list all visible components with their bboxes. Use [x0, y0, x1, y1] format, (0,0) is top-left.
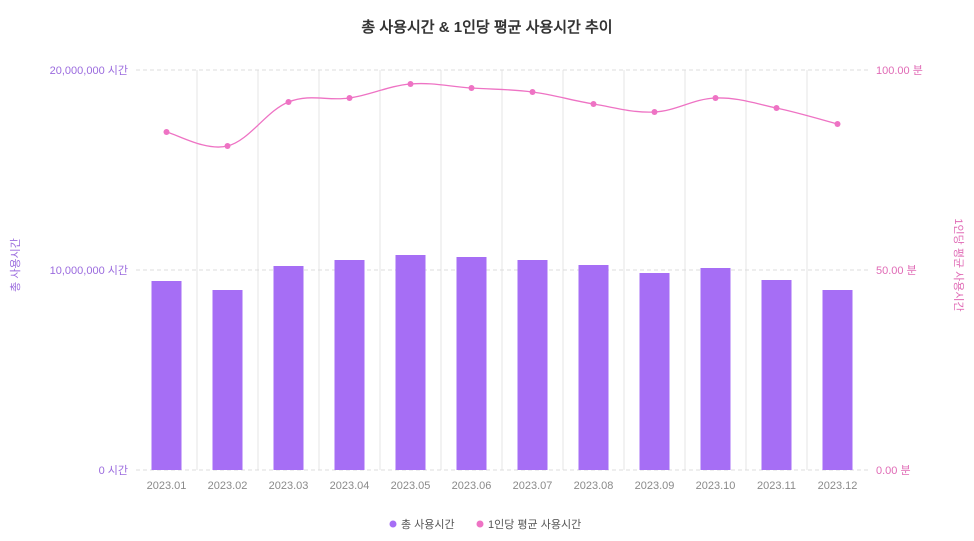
bar-2023.06[interactable] — [456, 257, 487, 470]
legend-marker-total — [389, 520, 397, 528]
legend-label-total: 총 사용시간 — [401, 518, 455, 531]
y-right-tick-label: 0.00 분 — [876, 465, 911, 477]
line-point-2023.12[interactable] — [834, 121, 841, 127]
bar-2023.08[interactable] — [578, 265, 609, 470]
legend-item-total[interactable]: 총 사용시간 — [389, 518, 455, 531]
y-right-tick-label: 100.00 분 — [876, 65, 923, 77]
x-tick-label: 2023.09 — [635, 480, 675, 492]
x-tick-label: 2023.02 — [208, 480, 248, 492]
legend[interactable]: 총 사용시간 1인당 평균 사용시간 — [389, 518, 582, 531]
line-point-2023.09[interactable] — [651, 109, 658, 115]
bar-2023.12[interactable] — [822, 290, 853, 470]
x-tick-label: 2023.03 — [269, 480, 309, 492]
bar-2023.04[interactable] — [334, 260, 365, 470]
x-tick-label: 2023.04 — [330, 480, 370, 492]
x-tick-label: 2023.06 — [452, 480, 492, 492]
bar-2023.05[interactable] — [395, 255, 426, 470]
bar-2023.11[interactable] — [761, 280, 792, 470]
legend-marker-average — [476, 520, 484, 528]
line-point-2023.07[interactable] — [529, 89, 536, 95]
y-left-axis-label: 총 사용시간 — [9, 238, 22, 292]
line-layer — [163, 81, 841, 149]
bar-2023.10[interactable] — [700, 268, 731, 470]
x-tick-label: 2023.08 — [574, 480, 614, 492]
line-point-2023.04[interactable] — [346, 95, 353, 101]
line-point-2023.06[interactable] — [468, 85, 475, 91]
y-right-axis-label: 1인당 평균 사용시간 — [952, 218, 965, 311]
y-left-tick-label: 0 시간 — [99, 464, 128, 477]
line-point-2023.08[interactable] — [590, 101, 597, 107]
x-tick-label: 2023.05 — [391, 480, 431, 492]
bar-2023.03[interactable] — [273, 266, 304, 470]
line-point-2023.03[interactable] — [285, 99, 292, 105]
chart-title: 총 사용시간 & 1인당 평균 사용시간 추이 — [361, 18, 612, 36]
bar-layer — [151, 255, 853, 470]
y-right-tick-label: 50.00 분 — [876, 265, 917, 277]
line-point-2023.05[interactable] — [407, 81, 414, 87]
legend-item-average[interactable]: 1인당 평균 사용시간 — [476, 518, 582, 531]
line-point-2023.11[interactable] — [773, 105, 780, 111]
x-tick-label: 2023.10 — [696, 480, 736, 492]
legend-label-average: 1인당 평균 사용시간 — [488, 518, 581, 531]
bar-2023.09[interactable] — [639, 273, 670, 470]
bar-2023.07[interactable] — [517, 260, 548, 470]
y-left-tick-label: 10,000,000 시간 — [50, 264, 128, 277]
x-tick-label: 2023.01 — [147, 480, 187, 492]
x-tick-label: 2023.12 — [818, 480, 858, 492]
line-point-2023.01[interactable] — [163, 129, 170, 135]
bar-2023.02[interactable] — [212, 290, 243, 470]
line-point-2023.02[interactable] — [224, 143, 231, 149]
bar-2023.01[interactable] — [151, 281, 182, 470]
grid-layer — [136, 69, 868, 471]
x-tick-label: 2023.07 — [513, 480, 553, 492]
x-tick-label: 2023.11 — [757, 480, 796, 492]
y-left-tick-label: 20,000,000 시간 — [50, 64, 128, 77]
line-point-2023.10[interactable] — [712, 95, 719, 101]
axis-layer: 0 시간 10,000,000 시간 20,000,000 시간 0.00 분 50.0… — [50, 64, 923, 492]
